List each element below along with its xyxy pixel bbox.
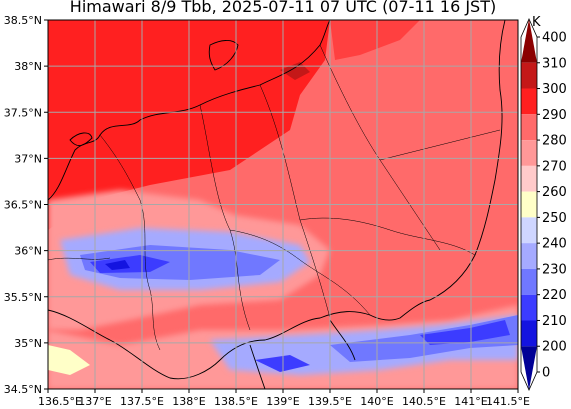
pref-boundary-6 [229, 229, 371, 316]
colorbar-tick-label: 300 [542, 82, 567, 97]
lat-tick-labels: 38.5°N 38°N 37.5°N 37°N 36.5°N 36°N 35.5°N 35°N… [4, 14, 48, 396]
lat-tick-label: 35°N [14, 337, 42, 350]
lon-tick-label: 140.5°E [402, 395, 446, 408]
lon-tick-label: 139.5°E [308, 395, 352, 408]
colorbar-tick-label: 220 [542, 288, 567, 303]
field-300-ne [330, 20, 420, 60]
lon-tick-label: 140°E [360, 395, 393, 408]
field-220-core [90, 255, 170, 273]
izu-coast [249, 344, 266, 389]
colorbar-segment [521, 268, 537, 295]
lon-tick-label: 138.5°E [214, 395, 258, 408]
colorbar-segment [521, 88, 537, 115]
colorbar-tick-label: 230 [542, 262, 567, 277]
lat-tick-label: 38°N [14, 60, 42, 73]
lon-tick-label: 137.5°E [120, 395, 164, 408]
lon-tick-label: 141.5°E [486, 395, 530, 408]
colorbar-tick-label: 240 [542, 237, 567, 252]
pref-boundary-5 [299, 217, 476, 256]
lat-tick-label: 34.5°N [4, 383, 42, 396]
lon-tick-label: 137°E [78, 395, 111, 408]
colorbar-tick-label: 270 [542, 159, 567, 174]
colorbar-segment [521, 62, 537, 89]
pref-boundary-4 [319, 44, 441, 251]
lat-tick-label: 36°N [14, 245, 42, 258]
colorbar-tick-label: 0 [542, 366, 550, 381]
colorbar-segment [521, 243, 537, 269]
colorbar-segments [520, 18, 538, 391]
field-220-south [420, 320, 510, 345]
sado-island-coast [208, 40, 239, 71]
field-250-sw [48, 345, 90, 375]
colorbar-segment [521, 191, 537, 218]
colorbar-unit: K [532, 15, 541, 30]
colorbar-segment [521, 114, 537, 141]
colorbar-segment [521, 346, 537, 390]
lat-tick-label: 37°N [14, 152, 42, 165]
field-210-core [105, 260, 130, 270]
lon-tick-label: 141°E [454, 395, 487, 408]
colorbar-tick-label: 280 [542, 134, 567, 149]
colorbar-tick-label: 310 [542, 56, 567, 71]
gridlines [48, 20, 518, 389]
lon-tick-label: 138°E [172, 395, 205, 408]
colorbar-tick-label: 400 [542, 31, 567, 46]
colorbar-tick-label: 200 [542, 340, 567, 355]
pref-boundary-7 [379, 129, 501, 161]
colorbar-segment [521, 165, 537, 192]
colorbar-ticks: 400 310 300 290 280 270 260 250 240 230 220 210 200 0 [537, 31, 567, 381]
colorbar-segment [521, 19, 537, 63]
lon-tick-label: 136.5°E [38, 395, 82, 408]
pref-boundary-8 [48, 257, 111, 261]
coastline-pacific [48, 20, 506, 380]
pref-boundary-3 [259, 84, 331, 319]
colorbar-segment [521, 294, 537, 321]
colorbar-tick-label: 250 [542, 211, 567, 226]
colorbar: K 400 310 300 290 280 270 260 250 240 230 220 210 20… [520, 15, 567, 391]
lat-tick-label: 37.5°N [4, 106, 42, 119]
colorbar-tick-label: 290 [542, 108, 567, 123]
pref-boundary-2 [199, 104, 251, 331]
colorbar-segment [521, 140, 537, 166]
colorbar-segment [521, 217, 537, 244]
lat-tick-label: 36.5°N [4, 199, 42, 212]
colorbar-tick-label: 260 [542, 185, 567, 200]
pref-boundary-1 [99, 134, 161, 351]
lat-tick-label: 38.5°N [4, 14, 42, 27]
noto-coast [69, 132, 93, 147]
colorbar-segment [521, 320, 537, 347]
lat-tick-label: 35.5°N [4, 291, 42, 304]
map-title: Himawari 8/9 Tbb, 2025-07-11 07 UTC (07-… [69, 0, 497, 16]
boso-coast [329, 319, 356, 361]
lon-tick-label: 139°E [266, 395, 299, 408]
colorbar-tick-label: 210 [542, 314, 567, 329]
